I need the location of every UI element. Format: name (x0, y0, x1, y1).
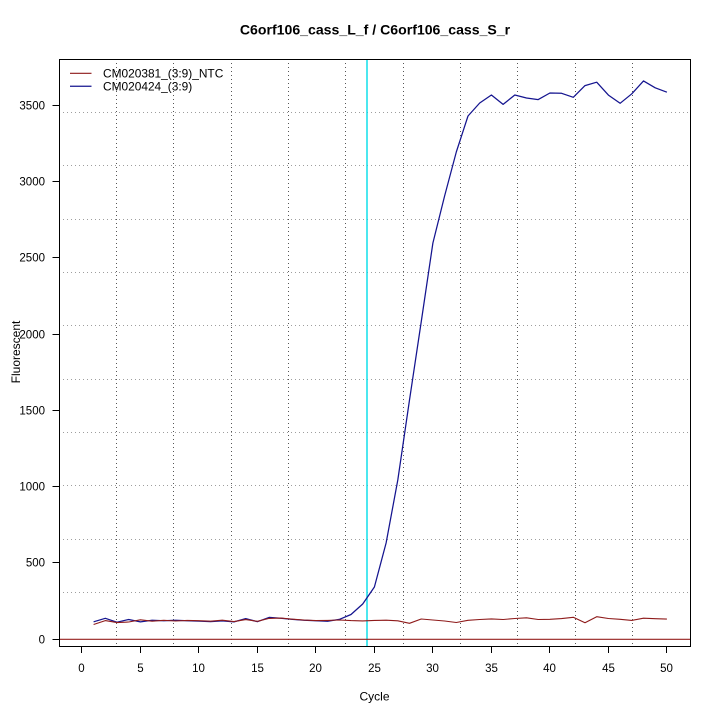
svg-text:50: 50 (660, 663, 673, 675)
svg-text:10: 10 (192, 663, 205, 675)
svg-text:45: 45 (602, 663, 615, 675)
svg-text:CM020381_(3:9)_NTC: CM020381_(3:9)_NTC (103, 67, 224, 81)
svg-text:40: 40 (543, 663, 556, 675)
svg-text:CM020424_(3:9): CM020424_(3:9) (103, 80, 192, 94)
svg-text:2500: 2500 (19, 253, 45, 265)
svg-text:Fluorescent: Fluorescent (9, 320, 23, 383)
svg-text:500: 500 (26, 558, 45, 570)
svg-text:5: 5 (137, 663, 143, 675)
svg-text:30: 30 (426, 663, 439, 675)
svg-text:Cycle: Cycle (359, 690, 389, 704)
svg-text:0: 0 (78, 663, 84, 675)
svg-text:3000: 3000 (19, 177, 45, 189)
svg-text:2000: 2000 (19, 330, 45, 342)
svg-text:0: 0 (39, 635, 45, 647)
svg-text:1500: 1500 (19, 406, 45, 418)
svg-text:20: 20 (309, 663, 322, 675)
svg-text:25: 25 (368, 663, 381, 675)
svg-text:15: 15 (251, 663, 264, 675)
svg-text:3500: 3500 (19, 101, 45, 113)
svg-text:35: 35 (485, 663, 498, 675)
svg-text:1000: 1000 (19, 482, 45, 494)
svg-text:C6orf106_cass_L_f / C6orf106_c: C6orf106_cass_L_f / C6orf106_cass_S_r (240, 22, 511, 38)
